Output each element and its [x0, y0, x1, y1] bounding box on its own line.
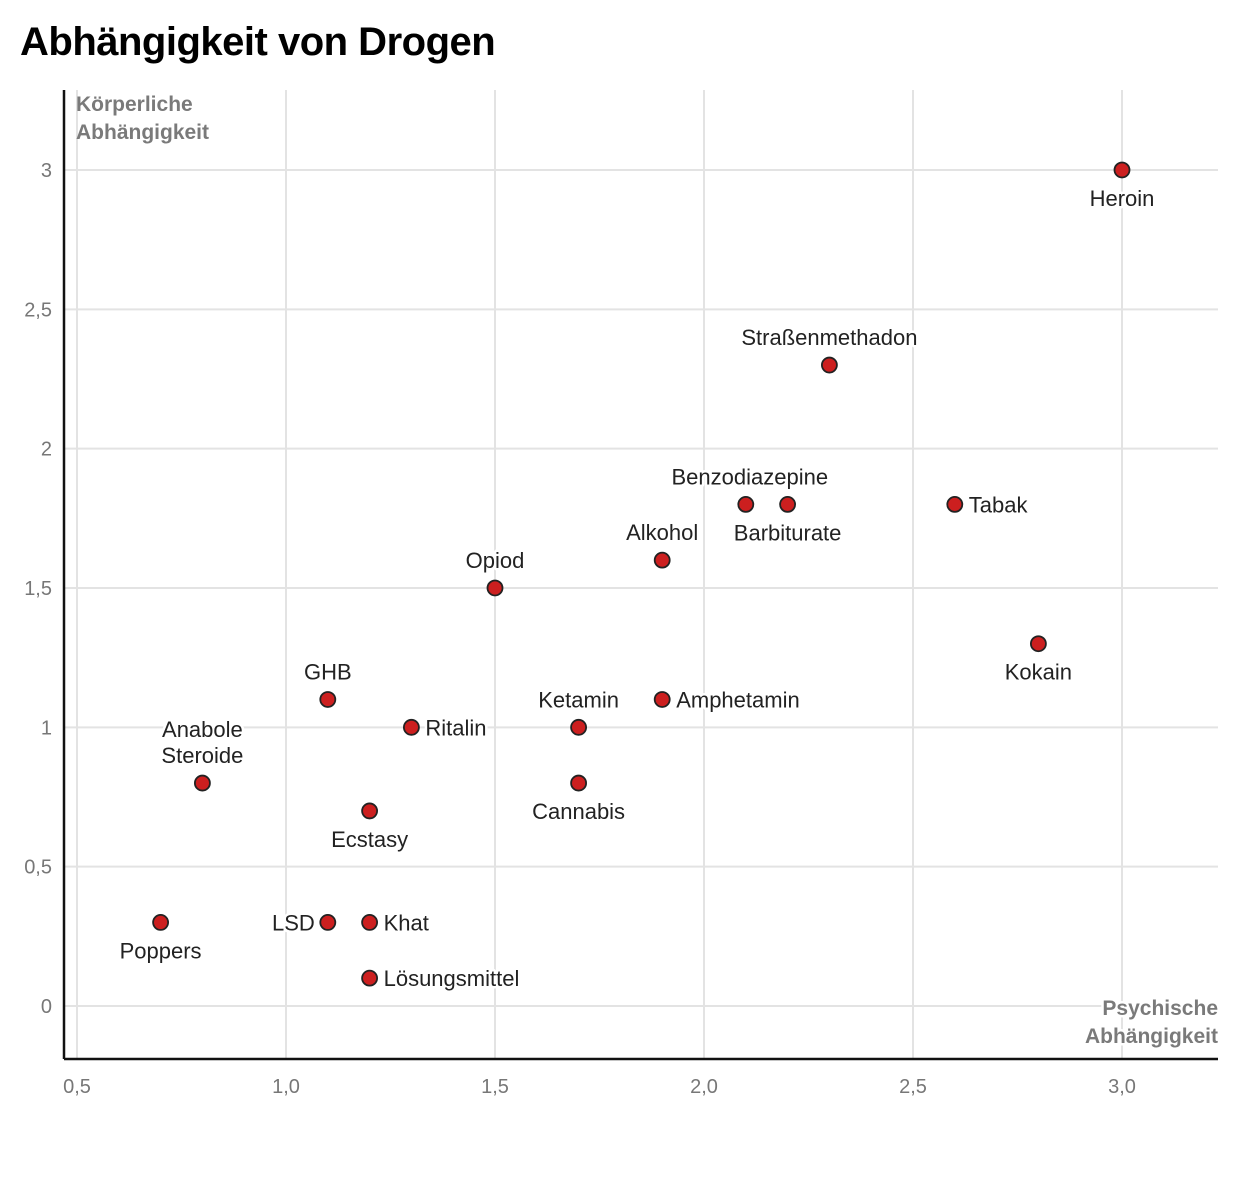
tick-labels: 0,5 1,0 1,5 2,0 2,5 3,0 0 0,5 1 1,5 2 2,5 3	[24, 160, 1136, 1098]
data-point[interactable]	[570, 718, 587, 736]
x-tick-label: 2,5	[899, 1076, 927, 1098]
data-point[interactable]	[653, 551, 671, 569]
point-label: Ecstasy	[331, 827, 408, 852]
y-tick-label: 2	[41, 439, 52, 461]
point-label: Ritalin	[425, 715, 486, 740]
data-point[interactable]	[402, 718, 420, 736]
x-tick-label: 1,0	[272, 1076, 300, 1098]
data-point[interactable]	[946, 495, 964, 513]
data-point[interactable]	[821, 356, 838, 374]
y-tick-label: 2,5	[24, 299, 52, 321]
point-label: GHB	[304, 659, 352, 684]
point-label: Cannabis	[532, 799, 625, 824]
data-point[interactable]	[319, 691, 337, 708]
point-label: Opiod	[466, 548, 525, 573]
data-point[interactable]	[570, 774, 587, 792]
point-label: Benzodiazepine	[672, 464, 829, 489]
axis-titles: Körperliche Abhängigkeit Psychische Abhängi…	[76, 93, 1221, 1051]
point-label: Khat	[384, 910, 429, 935]
x-gridlines	[76, 90, 1123, 1059]
y-tick-label: 1,5	[24, 578, 52, 600]
y-tick-label: 0,5	[24, 857, 52, 879]
point-label: Barbiturate	[734, 520, 842, 545]
y-axis-title: Körperliche	[76, 93, 193, 116]
point-label: Ketamin	[538, 687, 619, 712]
point-label: Straßenmethadon	[741, 325, 917, 350]
point-label: Tabak	[969, 492, 1029, 517]
point-labels: Heroin Straßenmethadon Benzodiazepine Barbi…	[117, 183, 1157, 993]
chart-title: Abhängigkeit von Drogen	[20, 20, 496, 64]
data-point[interactable]	[361, 802, 379, 820]
y-tick-label: 3	[41, 160, 52, 182]
data-point[interactable]	[361, 913, 379, 931]
y-tick-label: 0	[41, 996, 52, 1018]
axes	[62, 90, 1218, 1061]
data-point[interactable]	[361, 969, 379, 987]
y-gridlines	[64, 168, 1218, 1007]
x-tick-label: 2,0	[690, 1076, 718, 1098]
data-point[interactable]	[1113, 161, 1131, 179]
data-point[interactable]	[779, 495, 796, 513]
data-point[interactable]	[319, 913, 337, 931]
x-tick-label: 3,0	[1108, 1076, 1136, 1098]
point-label: Poppers	[120, 938, 202, 963]
point-label: Heroin	[1090, 186, 1155, 211]
data-point[interactable]	[1030, 635, 1047, 653]
data-point[interactable]	[653, 691, 671, 708]
data-point[interactable]	[486, 579, 504, 597]
point-label: Kokain	[1005, 660, 1072, 685]
point-label: LSD	[272, 910, 315, 935]
point-label: Lösungsmittel	[384, 966, 520, 991]
y-tick-label: 1	[41, 717, 52, 739]
data-point[interactable]	[193, 774, 211, 792]
point-label: Steroide	[161, 743, 243, 768]
x-tick-label: 0,5	[63, 1076, 91, 1098]
x-tick-label: 1,5	[481, 1076, 509, 1098]
y-axis-title: Abhängigkeit	[76, 121, 209, 144]
data-point[interactable]	[152, 913, 170, 931]
data-point[interactable]	[737, 495, 755, 513]
data-points	[152, 161, 1131, 987]
point-label: Alkohol	[626, 520, 698, 545]
point-label: Anabole	[162, 717, 243, 742]
x-axis-title: Psychische	[1102, 997, 1218, 1020]
x-axis-title: Abhängigkeit	[1085, 1025, 1218, 1048]
point-label: Amphetamin	[676, 687, 800, 712]
